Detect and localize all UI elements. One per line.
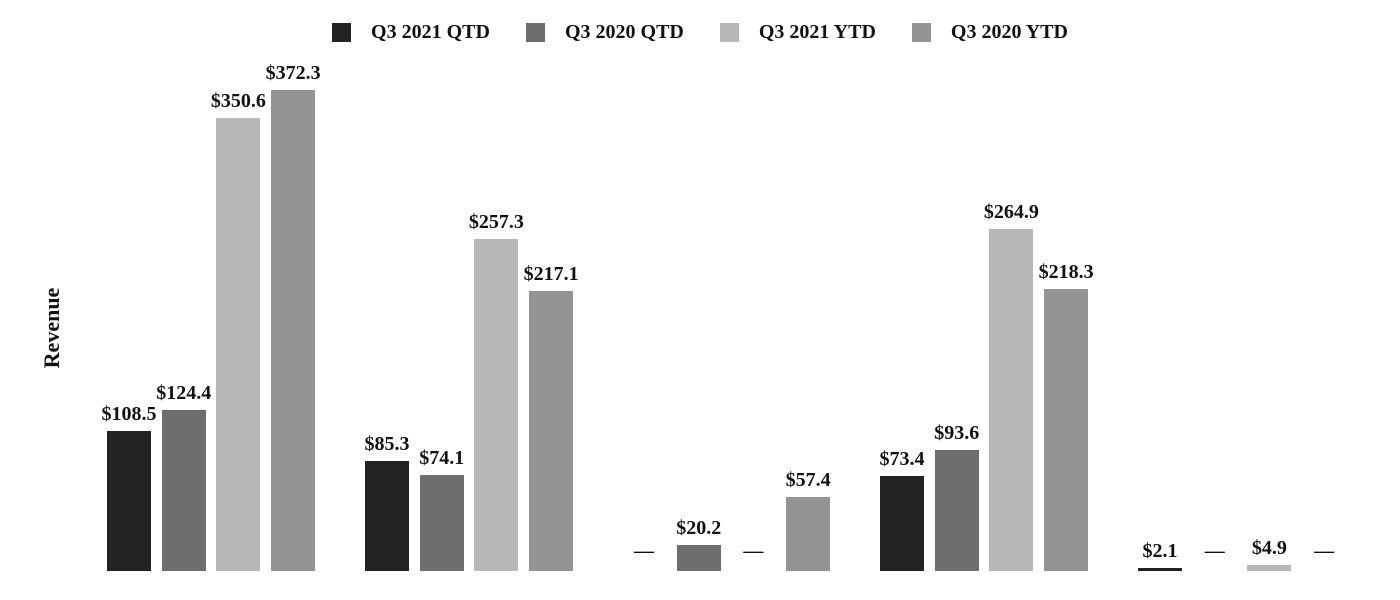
legend-entry: Q3 2020 YTD [911,21,1068,43]
bar-value-label: $108.5 [101,403,157,425]
bar [365,461,409,571]
bar [529,291,574,571]
legend-swatch-icon [719,22,739,42]
bar [216,118,261,571]
legend-swatch-icon [332,22,352,42]
bar-value-label: $20.2 [676,517,722,539]
bar [107,431,151,571]
bar [1247,565,1292,571]
bar-value-label: $73.4 [879,448,925,470]
bar [989,229,1034,571]
bar-value-label: $218.3 [1038,261,1094,283]
bar-value-label: $93.6 [934,422,980,444]
legend-entry: Q3 2020 QTD [525,21,684,43]
nil-value-marker: — [1314,540,1335,562]
nil-value-marker: — [743,540,764,562]
bar [934,450,979,571]
nil-value-marker: — [634,540,654,562]
bar [1138,568,1182,571]
bar-value-label: $217.1 [523,263,579,285]
bar [1044,289,1089,571]
bar-value-label: $4.9 [1251,537,1287,559]
bar [880,476,924,571]
bar [474,239,519,571]
bar-value-label: $85.3 [364,433,410,455]
bar [419,475,464,571]
legend-swatch-icon [911,22,931,42]
bar [786,497,831,571]
bar-value-label: $57.4 [785,469,831,491]
nil-value-marker: — [1204,540,1225,562]
legend-label: Q3 2020 YTD [950,21,1068,43]
bar-value-label: $372.3 [265,62,321,84]
bar [271,90,316,571]
legend-entry: Q3 2021 QTD [332,22,490,42]
bar-value-label: $74.1 [419,447,465,469]
bar [676,545,721,571]
bar-value-label: $2.1 [1142,540,1178,562]
bar [161,410,206,571]
legend-label: Q3 2021 YTD [758,21,876,43]
legend-label: Q3 2020 QTD [564,21,684,43]
bar-value-label: $124.4 [156,382,212,404]
bar-value-label: $350.6 [210,90,266,112]
legend-label: Q3 2021 QTD [371,21,490,43]
legend-entry: Q3 2021 YTD [719,21,876,43]
bar-value-label: $257.3 [468,211,524,233]
chart-legend: Q3 2021 QTD Q3 2020 QTD Q3 2021 YTD Q3 2020… [0,22,1400,42]
bar-value-label: $264.9 [983,201,1039,223]
legend-swatch-icon [525,22,545,42]
